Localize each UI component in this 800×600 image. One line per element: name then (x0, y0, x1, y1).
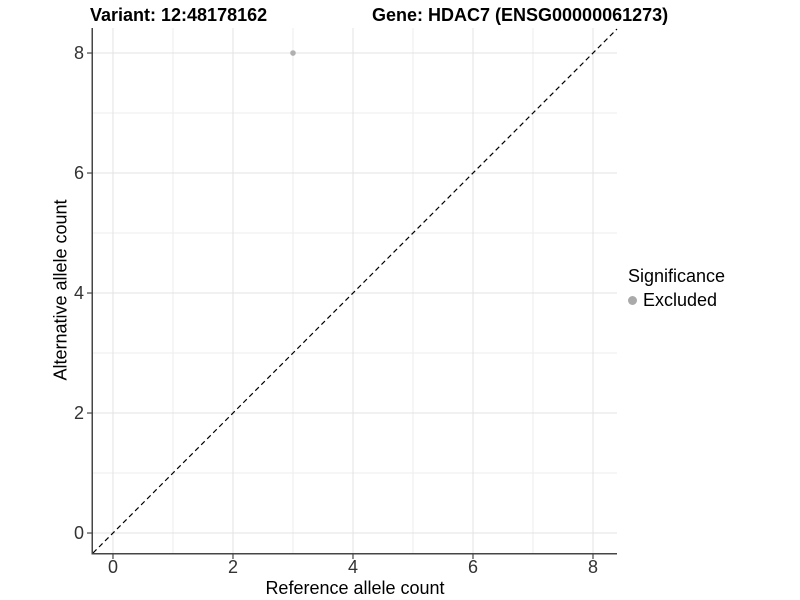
legend-item-label: Excluded (643, 290, 718, 310)
plot-title-gene: Gene: HDAC7 (ENSG00000061273) (372, 5, 669, 25)
legend: Significance Excluded (628, 265, 725, 311)
identity-dashed-line (92, 28, 618, 554)
x-tick-label: 2 (228, 557, 238, 577)
x-tick-label: 8 (588, 557, 598, 577)
x-tick-label: 4 (348, 557, 358, 577)
y-tick-label: 4 (74, 283, 84, 303)
data-point (290, 50, 296, 56)
y-axis-label: Alternative allele count (50, 199, 71, 381)
x-axis-label: Reference allele count (265, 578, 445, 598)
y-tick-label: 2 (74, 403, 84, 423)
y-tick-label: 6 (74, 163, 84, 183)
legend-title: Significance (628, 266, 726, 286)
legend-item-excluded: Excluded (628, 289, 725, 311)
y-tick-label: 8 (74, 43, 84, 63)
plot-panel: 0 2 4 6 8 0 2 4 6 8 (74, 28, 618, 577)
plot-title-variant: Variant: 12:48178162 (90, 5, 268, 25)
x-tick-label: 6 (468, 557, 478, 577)
legend-point-icon (628, 295, 637, 305)
x-tick-label: 0 (108, 557, 118, 577)
y-tick-label: 0 (74, 523, 84, 543)
